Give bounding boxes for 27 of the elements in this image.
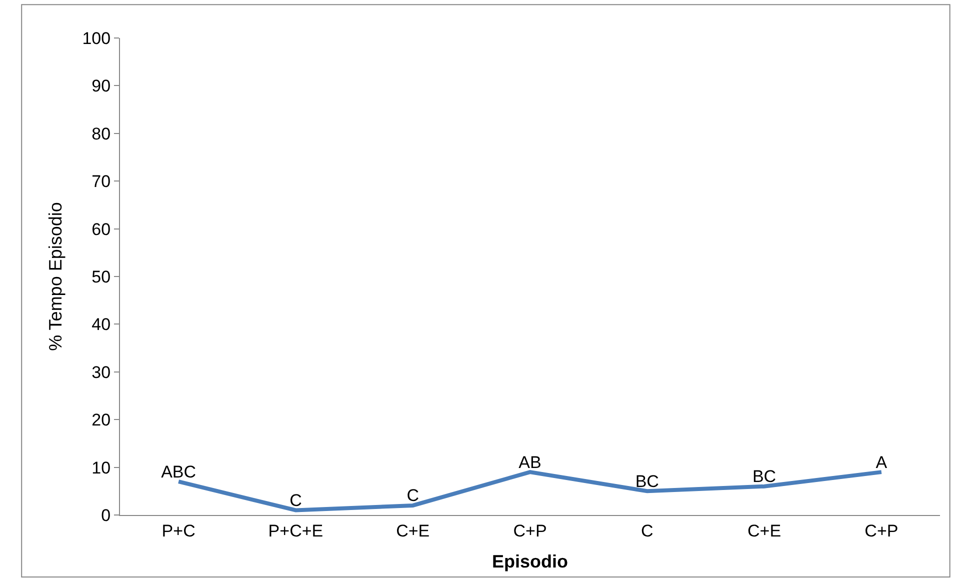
y-tick-label: 90	[92, 76, 111, 96]
y-tick-label: 20	[92, 410, 111, 430]
x-tick-label: C+E	[396, 521, 430, 540]
y-axis-title: % Tempo Episodio	[45, 202, 66, 351]
data-label: A	[876, 452, 888, 472]
y-tick-label: 0	[101, 506, 111, 525]
x-tick-label: C+P	[513, 521, 547, 540]
y-tick-label: 70	[92, 172, 111, 192]
data-label: BC	[635, 472, 659, 491]
y-tick-label: 40	[92, 315, 111, 334]
y-tick-label: 100	[82, 28, 111, 48]
data-label: AB	[518, 452, 542, 472]
y-tick-label: 30	[92, 362, 111, 382]
data-label: C	[290, 490, 302, 510]
y-tick-label: 60	[92, 220, 111, 239]
x-tick-label: C	[641, 521, 654, 540]
x-axis-title: Episodio	[492, 552, 568, 572]
y-tick-label: 80	[92, 124, 111, 144]
x-tick-label: P+C	[162, 521, 196, 540]
x-tick-label: C+E	[748, 521, 782, 540]
x-tick-label: C+P	[864, 521, 898, 540]
y-tick-label: 50	[92, 267, 111, 286]
data-label: ABC	[161, 462, 196, 482]
data-label: C	[406, 486, 419, 506]
y-tick-label: 10	[92, 458, 111, 478]
data-label: BC	[752, 467, 776, 486]
x-tick-label: P+C+E	[268, 521, 324, 540]
